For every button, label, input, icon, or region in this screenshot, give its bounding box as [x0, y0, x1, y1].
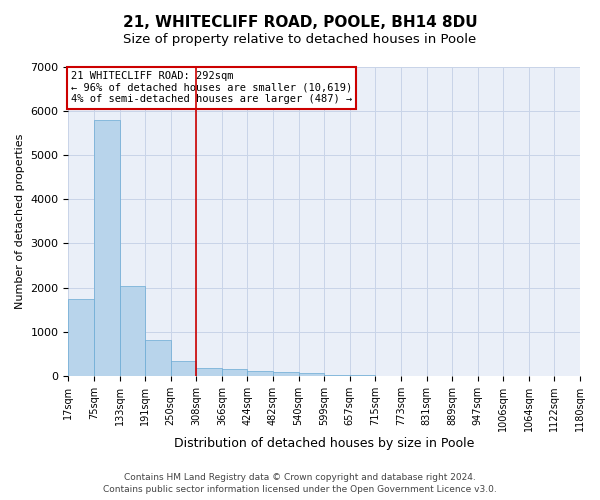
Bar: [145, 340, 171, 376]
Bar: [350, 375, 376, 376]
Bar: [119, 286, 145, 376]
Bar: [94, 120, 119, 376]
Bar: [68, 299, 94, 376]
Text: Size of property relative to detached houses in Poole: Size of property relative to detached ho…: [124, 32, 476, 46]
Bar: [196, 368, 222, 376]
Bar: [299, 373, 324, 376]
Text: 21 WHITECLIFF ROAD: 292sqm
← 96% of detached houses are smaller (10,619)
4% of s: 21 WHITECLIFF ROAD: 292sqm ← 96% of deta…: [71, 71, 352, 104]
Text: Contains HM Land Registry data © Crown copyright and database right 2024.
Contai: Contains HM Land Registry data © Crown c…: [103, 472, 497, 494]
Text: 21, WHITECLIFF ROAD, POOLE, BH14 8DU: 21, WHITECLIFF ROAD, POOLE, BH14 8DU: [122, 15, 478, 30]
Bar: [247, 371, 273, 376]
Bar: [273, 372, 299, 376]
Y-axis label: Number of detached properties: Number of detached properties: [15, 134, 25, 309]
X-axis label: Distribution of detached houses by size in Poole: Distribution of detached houses by size …: [174, 437, 475, 450]
Bar: [222, 369, 247, 376]
Bar: [324, 375, 350, 376]
Bar: [171, 361, 196, 376]
